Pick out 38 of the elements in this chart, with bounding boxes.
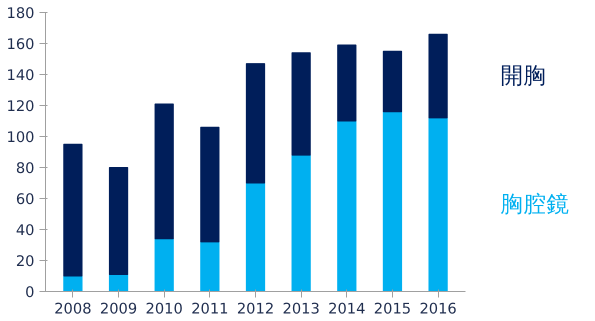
- bar: [292, 154, 311, 292]
- bar: [428, 34, 448, 118]
- x-tick-label: 2015: [374, 300, 412, 318]
- y-tick-label: 20: [16, 253, 35, 270]
- bar: [154, 103, 174, 240]
- bar: [108, 167, 128, 275]
- text: 開胸: [500, 63, 546, 90]
- y-tick-label: 80: [16, 160, 35, 177]
- bar: [428, 117, 448, 292]
- bar: [246, 182, 266, 292]
- bar: [108, 274, 128, 292]
- bar: [337, 44, 356, 122]
- x-tick-label: 2011: [191, 300, 229, 318]
- x-tick-label: 2016: [419, 300, 457, 318]
- x-tick-label: 2010: [146, 300, 183, 318]
- y-tick-label: 100: [6, 129, 35, 146]
- bar: [246, 63, 266, 184]
- y-tick-label: 160: [6, 36, 35, 53]
- x-tick-label: 2008: [54, 300, 92, 318]
- y-tick-label: 60: [16, 191, 35, 208]
- y-tick-label: 40: [16, 222, 35, 239]
- y-tick-label: 180: [6, 5, 35, 22]
- x-tick-label: 2014: [328, 300, 366, 318]
- y-tick-label: 120: [6, 98, 35, 115]
- bar: [63, 144, 83, 276]
- bar: [292, 52, 311, 156]
- bar: [200, 241, 220, 292]
- y-tick-label: 140: [6, 67, 35, 84]
- x-tick-label: 2013: [282, 300, 320, 318]
- text: 胸腔鏡: [500, 192, 570, 218]
- bar: [382, 50, 402, 112]
- x-tick-label: 2009: [100, 300, 138, 318]
- bar: [337, 120, 356, 292]
- y-tick-label: 0: [25, 284, 35, 301]
- bar: [154, 238, 174, 292]
- bar: [382, 111, 402, 292]
- x-tick-label: 2012: [236, 300, 274, 318]
- bar: [200, 126, 220, 242]
